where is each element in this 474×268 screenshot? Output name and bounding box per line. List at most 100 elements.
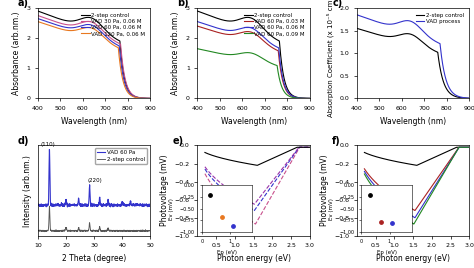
- Line: VAD 60 Pa, 0.06 M: VAD 60 Pa, 0.06 M: [38, 18, 150, 98]
- VAD 60 Pa, 0.09 M: [248, 51, 254, 54]
- VAD 30 Pa: [202, 172, 208, 175]
- 2-step control: [287, 91, 292, 94]
- 2-step control: [262, 28, 267, 31]
- VAD 60 Pa, 0.09 M: [466, 146, 472, 149]
- 2-step control: [147, 97, 153, 100]
- VAD 60 Pa, 0.03 M: [248, 31, 254, 34]
- Line: VAD 60 Pa, 0.03 M: VAD 60 Pa, 0.03 M: [365, 147, 469, 210]
- 2-step control: [466, 146, 472, 149]
- VAD 60 Pa, 0.06 M: [362, 170, 367, 173]
- VAD 60 Pa, 0.03 M: [448, 158, 454, 161]
- Line: VAD 60 Pa, 0.03 M: VAD 60 Pa, 0.03 M: [198, 26, 310, 98]
- 2-step control: [305, 146, 310, 149]
- Text: a): a): [18, 0, 29, 8]
- VAD 120 Pa, 0.06 M: [96, 31, 101, 34]
- VAD 60 Pa, 0.03 M: [424, 192, 430, 195]
- 2-step control: [421, 42, 427, 45]
- 2-step control: [96, 21, 101, 24]
- VAD 60 Pa, 0.03 M: [419, 200, 424, 203]
- VAD 60 Pa, 0.06 M: [248, 26, 254, 29]
- VAD 30 Pa: [253, 222, 258, 226]
- Line: VAD 30 Pa, 0.06 M: VAD 30 Pa, 0.06 M: [38, 16, 150, 98]
- VAD process: [408, 20, 413, 23]
- VAD 120 Pa: [252, 202, 258, 205]
- VAD 60 Pa, 0.06 M: [412, 216, 418, 219]
- 2-step control: [419, 162, 424, 165]
- X-axis label: Photon energy (eV): Photon energy (eV): [217, 254, 291, 263]
- 2-step control: [145, 97, 150, 100]
- VAD 60 Pa, 0.09 M: [307, 97, 312, 100]
- VAD 60 Pa, 0.03 M: [456, 146, 462, 149]
- VAD 60 Pa, 0.06 M: [195, 20, 201, 23]
- Line: VAD 30 Pa: VAD 30 Pa: [205, 147, 310, 224]
- VAD 60 Pa, 0.03 M: [287, 93, 292, 96]
- 2-step control: [415, 36, 420, 40]
- VAD 30 Pa: [264, 202, 270, 205]
- X-axis label: Wavelength (nm): Wavelength (nm): [220, 117, 287, 126]
- VAD 120 Pa: [253, 201, 258, 204]
- Y-axis label: Photovoltage (mV): Photovoltage (mV): [319, 155, 328, 226]
- VAD 120 Pa, 0.06 M: [147, 97, 153, 100]
- VAD 60 Pa, 0.09 M: [287, 95, 292, 98]
- 2-step control: [362, 151, 367, 154]
- 2-step control: [414, 164, 419, 167]
- VAD 60 Pa, 0.06 M: [255, 31, 261, 34]
- VAD 60 Pa: [288, 157, 294, 160]
- VAD 60 Pa, 0.06 M: [465, 146, 470, 149]
- 2-step control: [307, 97, 312, 100]
- Text: c): c): [332, 0, 343, 8]
- VAD 30 Pa, 0.06 M: [145, 97, 150, 100]
- VAD 30 Pa: [288, 161, 294, 164]
- VAD process: [446, 86, 452, 89]
- VAD 60 Pa, 0.09 M: [424, 200, 430, 203]
- VAD 60 Pa, 0.06 M: [411, 216, 417, 219]
- Line: VAD 60 Pa, 0.06 M: VAD 60 Pa, 0.06 M: [198, 22, 310, 98]
- VAD 120 Pa, 0.06 M: [89, 26, 94, 29]
- 2-step control: [466, 97, 472, 100]
- 2-step control: [89, 17, 95, 20]
- VAD 60 Pa, 0.09 M: [362, 172, 367, 176]
- VAD 60 Pa, 0.03 M: [362, 167, 367, 170]
- VAD 60 Pa, 0.06 M: [145, 97, 150, 100]
- Line: 2-step control: 2-step control: [38, 11, 150, 98]
- VAD 60 Pa, 0.09 M: [411, 221, 417, 225]
- 2-step control: [127, 91, 133, 94]
- VAD 60 Pa, 0.09 M: [412, 220, 418, 224]
- VAD 60 Pa, 0.09 M: [304, 97, 310, 100]
- VAD 30 Pa, 0.06 M: [89, 20, 94, 24]
- 2-step control: [202, 151, 208, 154]
- 2-step control: [252, 163, 257, 166]
- VAD 60 Pa, 0.09 M: [448, 160, 454, 163]
- VAD 60 Pa, 0.06 M: [466, 146, 472, 149]
- VAD 60 Pa: [259, 198, 264, 202]
- VAD 120 Pa: [259, 193, 264, 196]
- Line: VAD 60 Pa: VAD 60 Pa: [205, 147, 310, 210]
- VAD 60 Pa, 0.09 M: [248, 51, 254, 55]
- X-axis label: 2 Theta (degree): 2 Theta (degree): [62, 254, 126, 263]
- VAD process: [421, 30, 427, 34]
- VAD process: [466, 96, 472, 100]
- Line: 2-step control: 2-step control: [205, 147, 310, 165]
- VAD 60 Pa, 0.06 M: [262, 36, 267, 39]
- 2-step control: [354, 27, 360, 30]
- 2-step control: [195, 9, 201, 13]
- Line: VAD 120 Pa, 0.06 M: VAD 120 Pa, 0.06 M: [38, 22, 150, 98]
- VAD 60 Pa, 0.06 M: [412, 216, 418, 219]
- 2-step control: [294, 146, 300, 149]
- Text: f): f): [332, 136, 341, 146]
- VAD process: [415, 24, 420, 27]
- Legend: VAD 60 Pa, 2-step control: VAD 60 Pa, 2-step control: [95, 148, 147, 164]
- VAD 60 Pa: [252, 208, 258, 211]
- VAD 60 Pa, 0.03 M: [304, 97, 310, 100]
- Text: d): d): [18, 136, 29, 146]
- VAD 120 Pa, 0.06 M: [89, 27, 95, 30]
- Y-axis label: Absorbance (arb.nm.): Absorbance (arb.nm.): [171, 12, 180, 95]
- VAD 60 Pa, 0.03 M: [307, 97, 312, 100]
- Y-axis label: Intensity (arb.nm.): Intensity (arb.nm.): [23, 155, 32, 226]
- VAD 60 Pa, 0.06 M: [456, 146, 462, 149]
- 2-step control: [412, 163, 418, 167]
- VAD 60 Pa, 0.09 M: [262, 58, 267, 61]
- VAD 120 Pa, 0.06 M: [145, 97, 150, 100]
- 2-step control: [255, 21, 261, 24]
- Line: 2-step control: 2-step control: [365, 147, 469, 165]
